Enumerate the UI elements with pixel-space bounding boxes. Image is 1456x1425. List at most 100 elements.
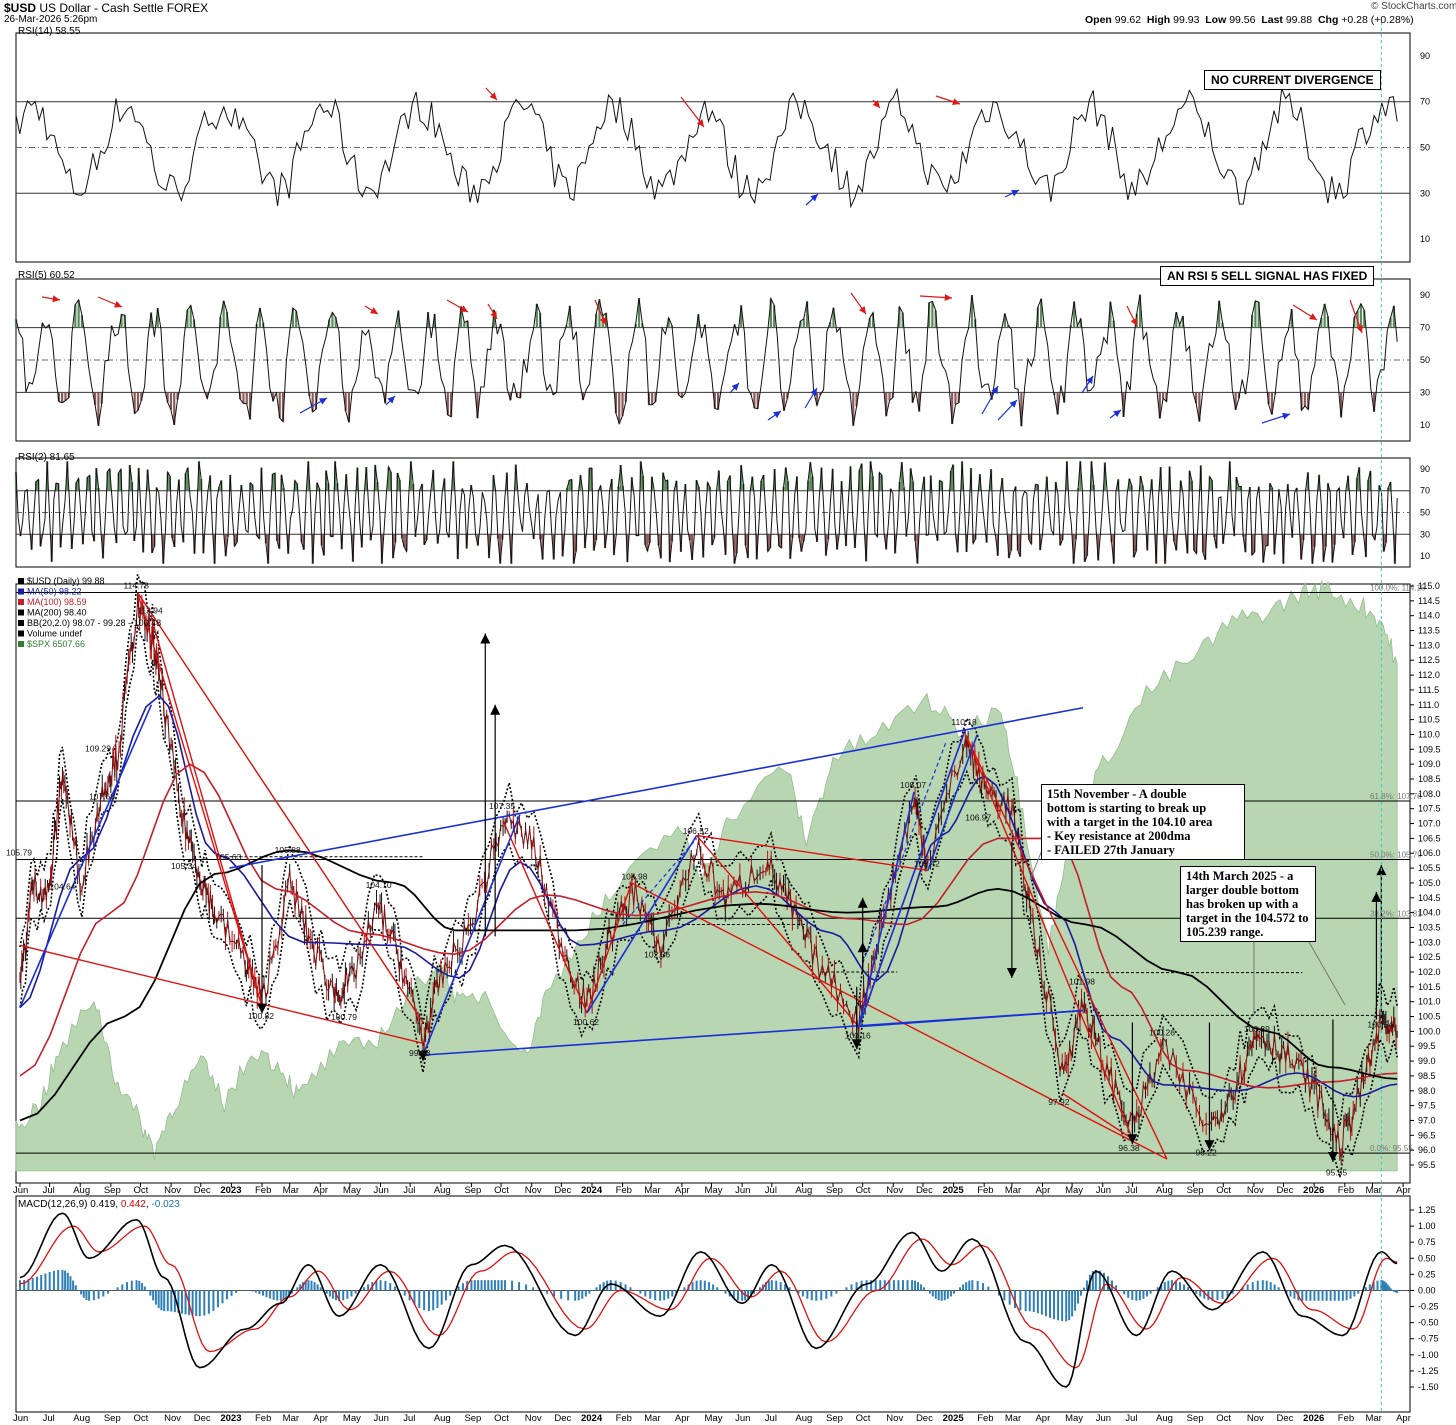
price-axis-label: 97.5 xyxy=(1418,1101,1436,1111)
rsi5-signal-arrow-red-head xyxy=(1309,313,1317,320)
price-axis-label: 101.5 xyxy=(1418,982,1441,992)
price-panel-frame xyxy=(15,583,1411,1184)
x-axis-label: Oct xyxy=(133,1413,148,1424)
callout-pointer xyxy=(1029,849,1043,881)
trendline-blue xyxy=(19,704,153,1008)
legend-swatch xyxy=(18,609,24,616)
macd-axis-label: 0.50 xyxy=(1418,1253,1436,1263)
fib-level-label: 0.0%: 95.55 xyxy=(1370,1144,1413,1153)
price-label: 107.68 xyxy=(89,791,115,801)
x-axis-label: Oct xyxy=(494,1185,509,1196)
price-axis-label: 103.5 xyxy=(1418,922,1441,932)
last-value: 99.88 xyxy=(1285,14,1313,26)
x-axis-label: May xyxy=(343,1185,361,1196)
rsi14-tick-90: 90 xyxy=(1420,51,1430,61)
x-axis-label: Sep xyxy=(1187,1185,1204,1196)
price-axis-label: 115.0 xyxy=(1418,581,1440,591)
legend-entry: MA(50) 98.22 xyxy=(27,587,82,597)
fib-level-label: 61.8%: 107.76 xyxy=(1370,792,1422,801)
x-axis-label: Aug xyxy=(795,1185,812,1196)
trendline-blue-dashed xyxy=(862,740,948,964)
legend-swatch xyxy=(18,641,24,647)
price-axis-label: 114.0 xyxy=(1418,611,1440,621)
x-axis-label: Jun xyxy=(735,1413,750,1424)
legend-entry: Volume undef xyxy=(27,629,83,639)
chg-label: Chg xyxy=(1317,14,1339,26)
target-arrow-head xyxy=(257,1003,267,1014)
x-axis-label: Nov xyxy=(1247,1185,1264,1196)
fib-level-label: 38.2%: 103.81 xyxy=(1370,909,1422,918)
x-axis-label: Jun xyxy=(374,1413,389,1424)
macd-signal-line xyxy=(19,1225,1398,1369)
rsi5-tick-10: 10 xyxy=(1420,420,1430,430)
rsi5-line xyxy=(15,294,1398,427)
price-axis-label: 108.0 xyxy=(1418,789,1441,799)
low-label: Low xyxy=(1205,14,1227,26)
target-arrow-head xyxy=(1371,891,1382,902)
x-axis-label: Apr xyxy=(675,1413,690,1424)
x-axis-label: Jun xyxy=(13,1185,28,1196)
rsi14-label: RSI(14) 58.55 xyxy=(18,26,81,37)
rsi5-signal-arrow-blue-head xyxy=(1282,412,1290,420)
price-axis-label: 102.0 xyxy=(1418,967,1441,977)
rsi14-tick-30: 30 xyxy=(1420,188,1430,198)
rsi14-line xyxy=(15,87,1398,209)
price-axis-label: 99.0 xyxy=(1418,1056,1436,1066)
trendline-red xyxy=(631,882,1168,1160)
x-axis-label: Apr xyxy=(313,1413,328,1424)
x-axis-label: Oct xyxy=(1216,1413,1231,1424)
x-axis-label: May xyxy=(1065,1413,1083,1424)
x-axis-label: Apr xyxy=(1035,1185,1050,1196)
x-axis-label: Nov xyxy=(1247,1413,1264,1424)
price-label: 96.38 xyxy=(1118,1143,1140,1153)
x-axis-label: Nov xyxy=(164,1185,181,1196)
rsi5-signal-arrow-red-head xyxy=(370,307,378,314)
watermark: © StockCharts.com xyxy=(1371,1,1456,12)
instrument-name: US Dollar - Cash Settle xyxy=(39,1,164,15)
price-axis-label: 104.5 xyxy=(1418,893,1441,903)
x-axis: Jun Jun Jul Jul Aug Aug Sep Sep Oct Oct Nov Nov Dec D… xyxy=(13,1183,1411,1424)
price-label: 100.39 xyxy=(1244,1024,1270,1034)
rsi5-signal-arrow-blue-head xyxy=(810,388,817,396)
high-label: High xyxy=(1146,14,1171,26)
price-label: 104.70 xyxy=(366,880,392,890)
x-axis-label: Aug xyxy=(434,1185,451,1196)
legend-entry: MA(200) 98.40 xyxy=(27,608,87,618)
annotation-no-divergence: NO CURRENT DIVERGENCE xyxy=(1204,70,1381,90)
target-arrow-head xyxy=(857,942,868,953)
x-axis-label: Jul xyxy=(43,1413,55,1424)
x-axis-label: Feb xyxy=(616,1413,632,1424)
target-arrow-head xyxy=(1204,1140,1215,1151)
trendline-red xyxy=(696,834,860,1028)
macd-label: MACD(12,26,9) 0.419, 0.442, -0.023 xyxy=(18,1199,180,1210)
rsi5-signal-arrow-red-head xyxy=(52,295,60,303)
price-axis-label: 101.0 xyxy=(1418,997,1441,1007)
rsi14-divergence-arrow-red-head xyxy=(952,98,960,106)
trendline-red xyxy=(696,834,928,872)
x-axis-label: Sep xyxy=(104,1413,121,1424)
x-axis-label: Jun xyxy=(1096,1413,1111,1424)
rsi14-tick-50: 50 xyxy=(1420,143,1430,153)
price-axis-label: 112.0 xyxy=(1418,670,1440,680)
trendline-blue xyxy=(927,734,979,871)
price-label: 100.26 xyxy=(1149,1028,1175,1038)
price-axis-label: 106.0 xyxy=(1418,848,1441,858)
rsi5-signal-arrow-blue-head xyxy=(773,411,781,418)
x-axis-label: Mar xyxy=(1365,1185,1381,1196)
x-axis-label: Aug xyxy=(795,1413,812,1424)
rsi5-signal-arrow-blue-head xyxy=(731,383,739,391)
rsi5-signal-arrow-blue-head xyxy=(1009,400,1017,408)
trendline-red xyxy=(1061,1092,1133,1140)
x-axis-label: Nov xyxy=(886,1413,903,1424)
trendline-blue xyxy=(586,834,698,1014)
price-axis-label: 110.5 xyxy=(1418,715,1440,725)
legend-swatch xyxy=(18,588,24,595)
trendline-red xyxy=(19,944,424,1044)
annotation-march: 14th March 2025 - a larger double bottom… xyxy=(1180,866,1316,942)
x-axis-label: Jul xyxy=(403,1185,415,1196)
macd-line xyxy=(19,1212,1398,1388)
price-axis-label: 105.0 xyxy=(1418,878,1441,888)
x-axis-label: May xyxy=(705,1185,723,1196)
x-axis-label: Aug xyxy=(434,1413,451,1424)
x-axis-label: Oct xyxy=(856,1185,871,1196)
